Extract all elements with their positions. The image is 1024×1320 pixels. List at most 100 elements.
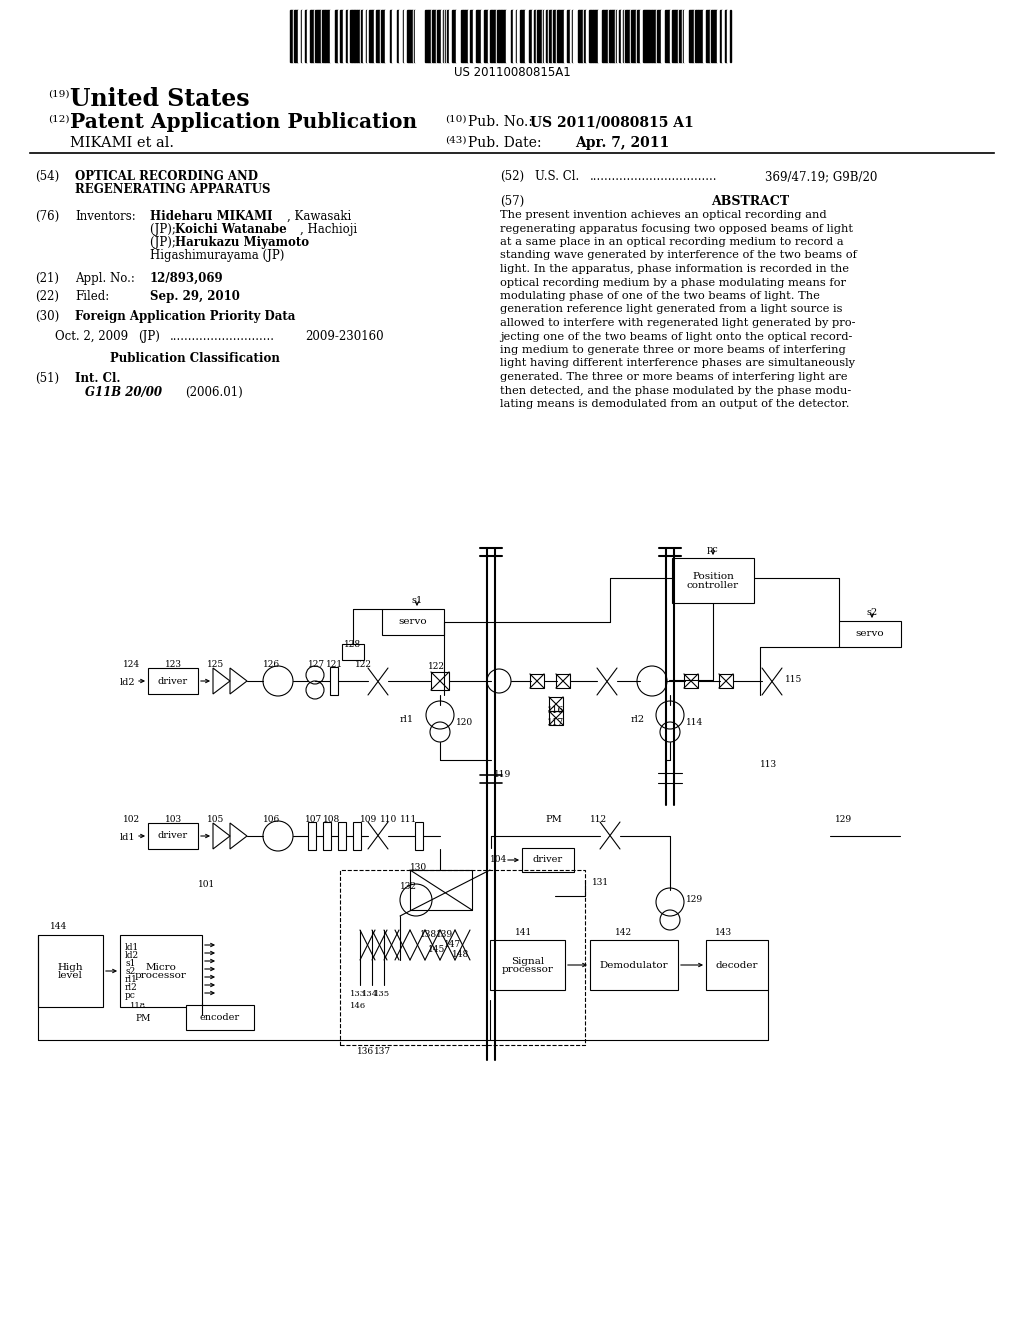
Text: Publication Classification: Publication Classification [110,352,280,366]
Text: 105: 105 [207,814,224,824]
Text: ABSTRACT: ABSTRACT [711,195,790,209]
Bar [450,11,452,62]
Text: 146: 146 [350,1002,367,1010]
Text: (51): (51) [35,372,59,385]
Bar [473,11,476,62]
Bar [574,11,575,62]
Bar [564,11,567,62]
Text: (57): (57) [500,195,524,209]
Bar [447,11,449,62]
Bar [148,668,198,694]
Text: 135: 135 [374,990,390,998]
Text: , Hachioji: , Hachioji [300,223,357,236]
Text: 119: 119 [494,770,511,779]
Text: 132: 132 [400,882,417,891]
Bar [608,11,610,62]
Text: 142: 142 [615,928,632,937]
Bar [672,558,754,603]
Text: The present invention achieves an optical recording and: The present invention achieves an optica… [500,210,826,220]
Text: Patent Application Publication: Patent Application Publication [70,112,417,132]
Bar [407,11,408,62]
Text: (54): (54) [35,170,59,183]
Text: pc: pc [125,991,136,1001]
Text: ld1: ld1 [120,833,135,842]
Bar [489,11,490,62]
Text: then detected, and the phase modulated by the phase modu-: then detected, and the phase modulated b… [500,385,851,396]
Bar [382,11,384,62]
Bar [485,11,488,62]
Bar [684,675,698,688]
Text: 120: 120 [456,718,473,727]
Bar [672,11,675,62]
Bar [591,11,593,62]
Bar [584,11,586,62]
Text: Sep. 29, 2010: Sep. 29, 2010 [150,290,240,304]
Bar [120,935,202,1007]
Bar [453,11,455,62]
Bar [530,675,544,688]
Bar [684,11,687,62]
Text: rl2: rl2 [631,715,645,723]
Bar [518,11,520,62]
Text: G11B 20/00: G11B 20/00 [85,385,162,399]
Text: Higashimurayama (JP): Higashimurayama (JP) [150,249,285,261]
Text: 128: 128 [344,640,361,649]
Text: Int. Cl.: Int. Cl. [75,372,121,385]
Bar [581,11,583,62]
Text: Pub. No.:: Pub. No.: [468,115,532,129]
Bar [513,11,515,62]
Bar [308,822,316,850]
Bar [345,11,347,62]
Text: ld2: ld2 [120,678,135,686]
Bar [325,11,328,62]
Text: 129: 129 [835,814,852,824]
Text: 101: 101 [198,880,215,888]
Text: 109: 109 [360,814,377,824]
Text: regenerating apparatus focusing two opposed beams of light: regenerating apparatus focusing two oppo… [500,223,853,234]
Text: Koichi Watanabe: Koichi Watanabe [175,223,287,236]
Bar [415,11,416,62]
Text: 123: 123 [165,660,182,669]
Text: (21): (21) [35,272,59,285]
Bar [575,11,578,62]
Text: 137: 137 [374,1047,391,1056]
Text: rl1: rl1 [125,975,138,983]
Bar [374,11,376,62]
Bar [443,11,445,62]
Bar [688,11,691,62]
Text: 144: 144 [50,921,68,931]
Bar [665,11,668,62]
Text: ld2: ld2 [125,950,139,960]
Text: 148: 148 [452,950,469,960]
Text: Foreign Application Priority Data: Foreign Application Priority Data [75,310,295,323]
Bar [358,11,360,62]
Text: ............................: ............................ [170,330,275,343]
Text: (52): (52) [500,170,524,183]
Bar [340,870,585,1045]
Bar [706,940,768,990]
Text: 108: 108 [323,814,340,824]
Text: Demodulator: Demodulator [600,961,669,969]
Text: Harukazu Miyamoto: Harukazu Miyamoto [175,236,309,249]
Text: generation reference light generated from a light source is: generation reference light generated fro… [500,305,843,314]
Bar [441,11,442,62]
Text: s2: s2 [125,968,135,975]
Bar [494,11,496,62]
Bar [338,822,346,850]
Text: 126: 126 [263,660,281,669]
Bar [714,11,715,62]
Bar [540,11,542,62]
Bar [465,11,467,62]
Bar [291,11,293,62]
Text: pc: pc [708,545,719,554]
Bar [590,940,678,990]
Bar [410,11,412,62]
Text: Filed:: Filed: [75,290,110,304]
Bar [354,11,356,62]
Bar [593,11,595,62]
Bar [717,11,719,62]
Text: processor: processor [502,965,553,974]
Bar [308,11,310,62]
Bar [449,11,450,62]
Bar [186,1005,254,1030]
